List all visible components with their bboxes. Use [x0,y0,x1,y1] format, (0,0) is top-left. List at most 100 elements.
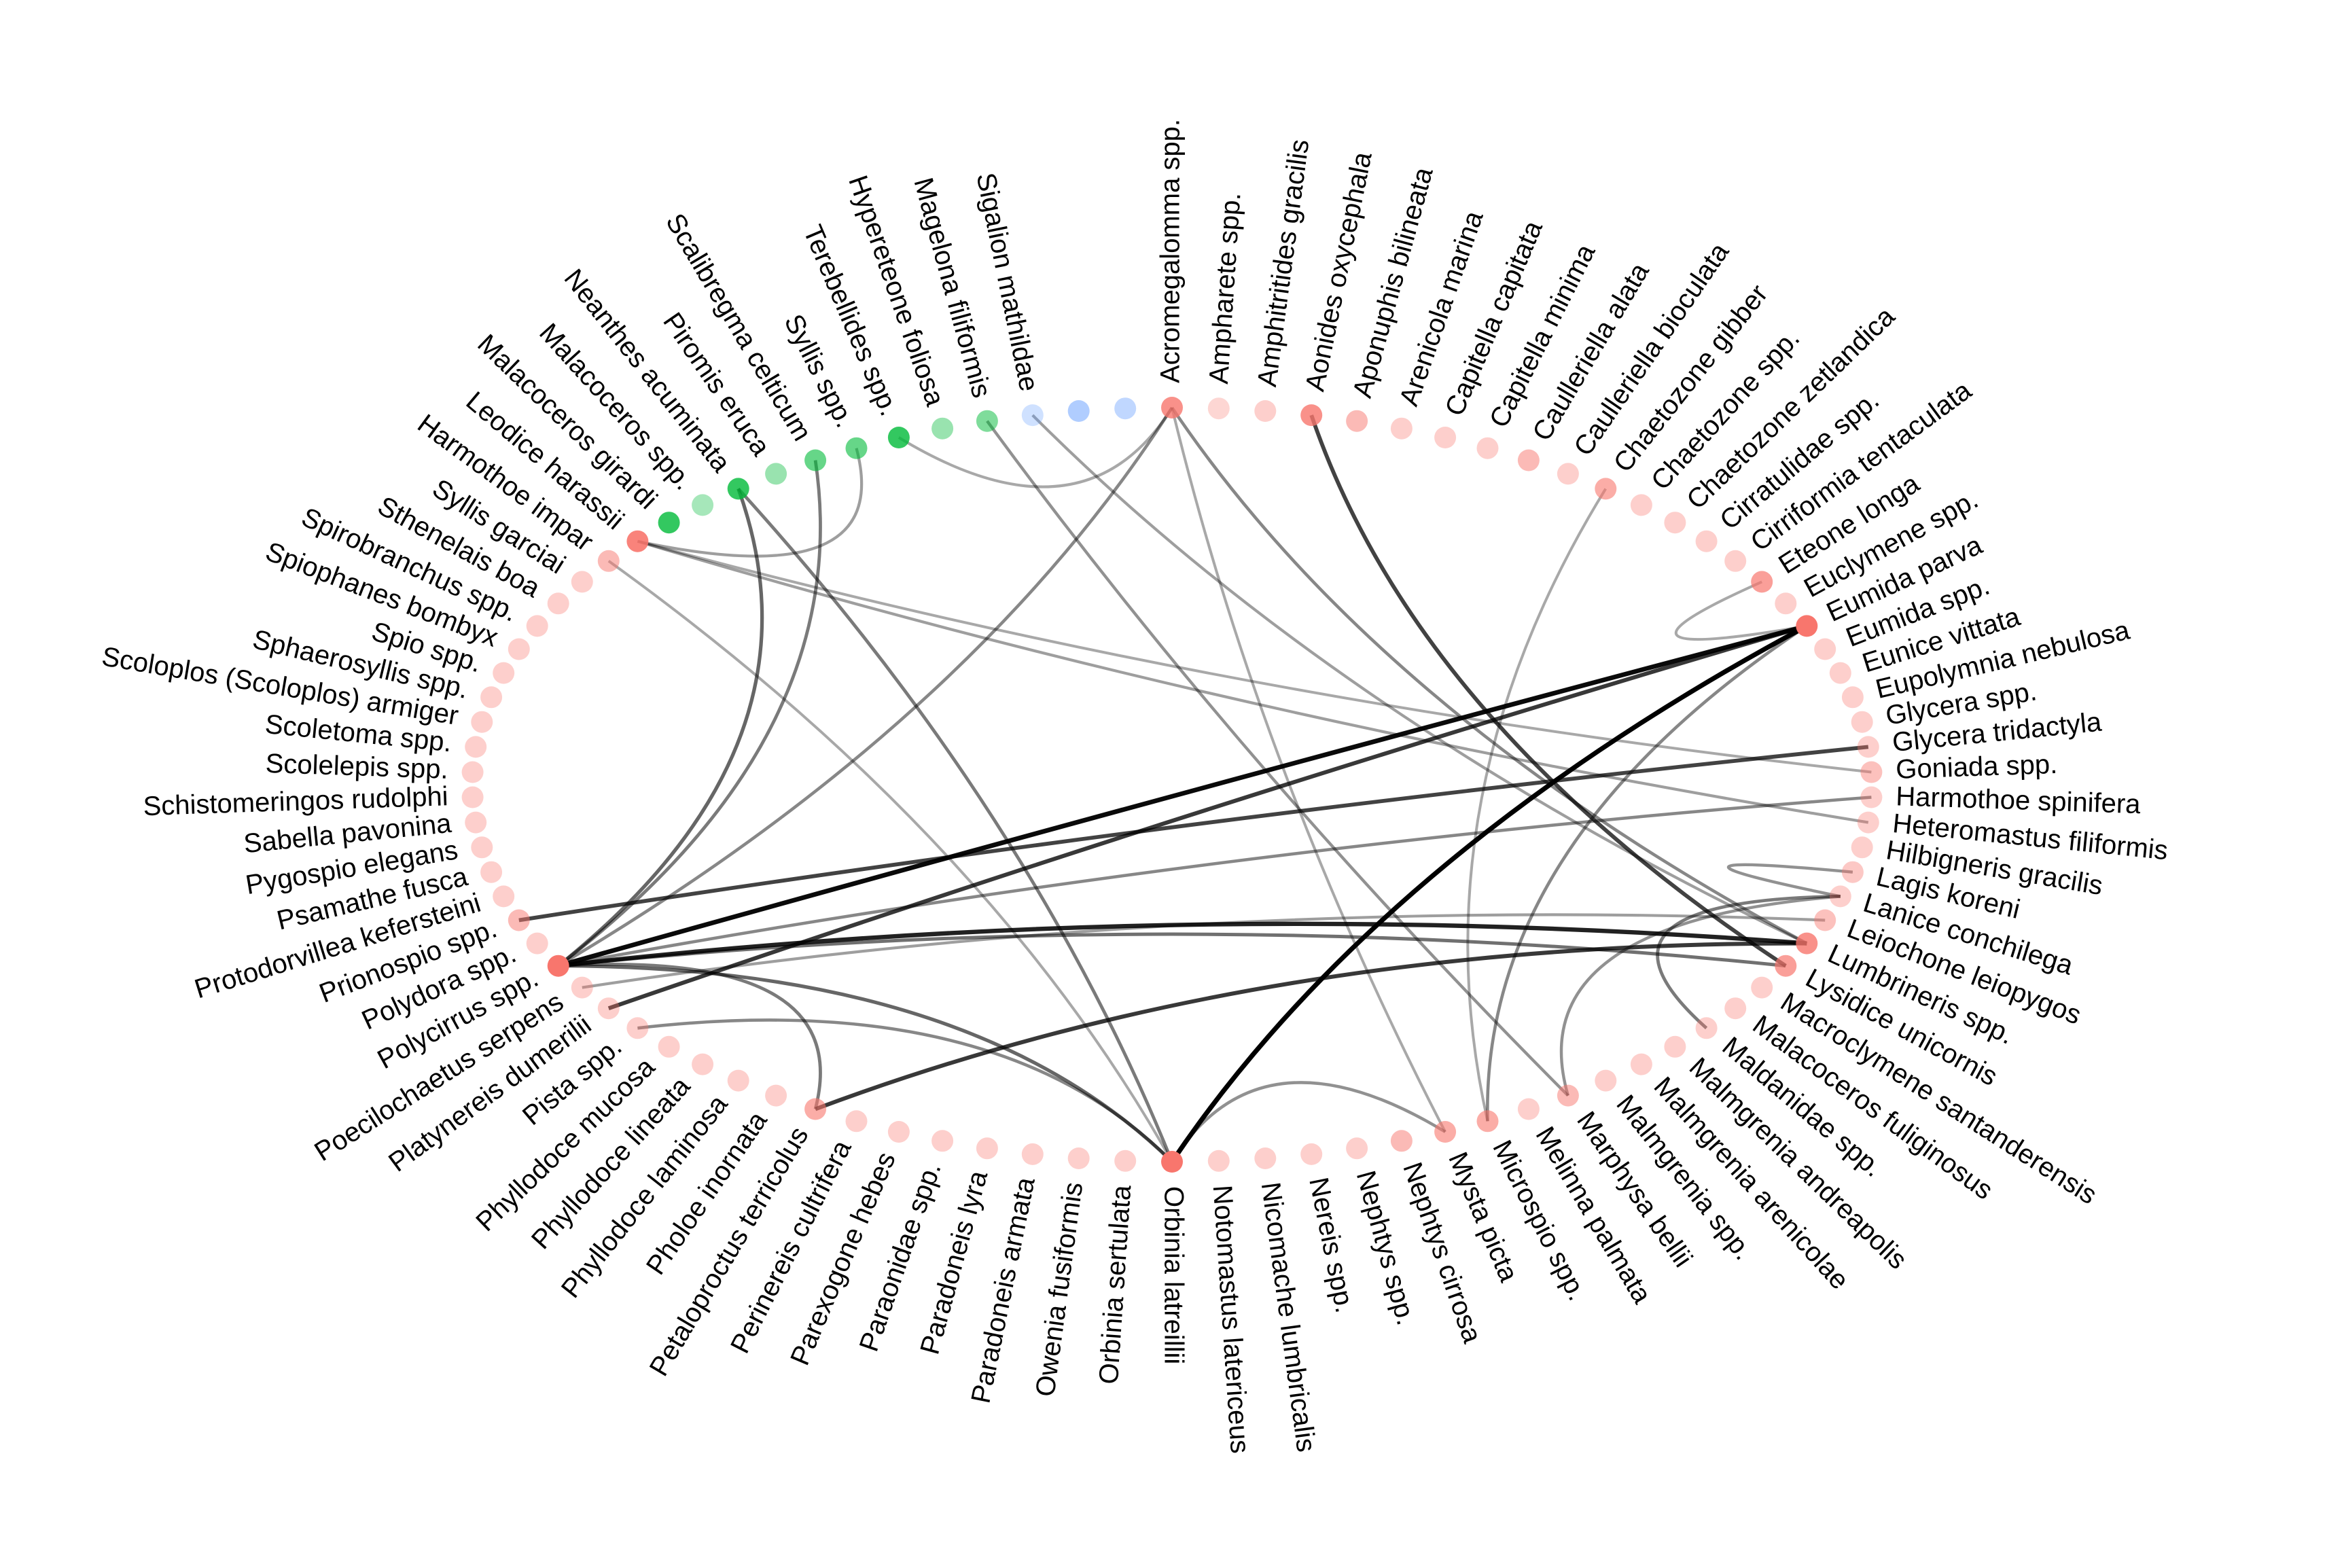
edge-lanice-conchilega-to-maldanidae-spp [1656,895,1841,1030]
node-parexogone-hebes [887,1121,910,1143]
node-nephtys-cirrosa [1390,1130,1413,1152]
edge-orbinia-latreillii-to-mysta-picta [1171,1081,1446,1163]
node-pholoe-inornata [765,1084,787,1107]
node-magelona-filiformis [976,410,998,432]
node-nereis-spp [1300,1143,1323,1165]
node-goniada-spp [1860,761,1883,783]
node-glycera-tridactyla [1857,736,1879,758]
node-lagis-koreni [1841,861,1864,883]
node-eupolymnia-nebulosa [1841,686,1864,709]
edge-sigalion-mathildae-to-lumbrineris-spp [1031,414,1808,945]
node-scoloplos-scoloplos-armiger [471,711,493,733]
node-leodice-harassii [626,530,649,552]
node-owenia-fusiformis [1067,1147,1090,1169]
node-sigalion-mathildae [1021,404,1044,427]
node-hypereteone-foliosa [931,417,954,440]
node-glycera-spp [1851,711,1873,733]
node-caulleriella-alata [1517,449,1540,471]
edge-eumida-parva-to-microspio-spp [1486,624,1808,1122]
node-unlabeled-92 [1067,400,1090,422]
node-malmgrenia-andreapolis [1664,1035,1686,1058]
edge-petaloproctus-terricolus-to-polycirrus-spp [558,962,822,1110]
node-eteone-longa [1751,571,1773,593]
node-label-goniada-spp: Goniada spp. [1896,749,2058,785]
edge-polycirrus-spp-to-harmothoe-spinifera [558,796,1872,967]
node-aonides-oxycephala [1300,404,1323,427]
node-paraonidae-spp [931,1130,954,1152]
node-poecilochaetus-serpens [571,976,593,999]
node-platynereis-dumerilii [597,997,620,1020]
node-label-amphitritides-gracilis: Amphitritides gracilis [1252,138,1315,389]
edge-aonides-oxycephala-to-lysidice-unicornis [1309,414,1787,968]
node-harmothoe-impar [597,550,620,572]
edge-lumbrineris-spp-to-polycirrus-spp [558,921,1807,968]
node-malmgrenia-spp [1595,1069,1617,1092]
edge-acromegalomma-spp-to-mysta-picta [1171,407,1446,1133]
edge-orbinia-latreillii-to-pista-spp [637,1018,1173,1163]
node-label-notomastus-latericeus: Notomastus latericeus [1207,1184,1255,1455]
node-polydora-spp [526,932,548,955]
node-amphitritides-gracilis [1254,400,1277,422]
node-schistomeringos-rudolphi [461,786,484,808]
node-syllis-spp [845,437,868,459]
node-scoletoma-spp [465,736,487,758]
node-label-acromegalomma-spp: Acromegalomma spp. [1156,119,1186,383]
node-pygospio-elegans [471,836,493,859]
node-lysidice-unicornis [1775,955,1797,977]
node-perinereis-cultrifera [845,1110,868,1133]
node-nicomache-lumbricalis [1254,1147,1277,1169]
node-label-nereis-spp: Nereis spp. [1303,1175,1360,1315]
node-sphaerosyllis-spp [480,686,503,709]
node-malacoceros-girardi [658,512,680,534]
edge-acromegalomma-spp-to-lumbrineris-spp [1171,406,1808,945]
node-paradoneis-lyra [976,1137,998,1160]
node-prionospio-spp [508,909,530,931]
node-caulleriella-bioculata [1557,463,1579,485]
edge-lysidice-unicornis-to-polycirrus-spp [558,932,1786,968]
node-label-orbinia-sertulata: Orbinia sertulata [1094,1183,1137,1385]
label-layer: Acromegalomma spp. Ampharete spp. Amphitri… [100,119,2169,1455]
node-euclymene-spp [1775,592,1797,615]
node-piromis-eruca [765,463,787,485]
node-orbinia-sertulata [1114,1150,1137,1172]
node-label-ampharete-spp: Ampharete spp. [1204,192,1247,385]
node-paradoneis-armata [1021,1143,1044,1165]
node-lumbrineris-spp [1796,932,1818,955]
node-malmgrenia-arenicolae [1630,1053,1652,1075]
node-arenicola-marina [1390,417,1413,440]
node-sabella-pavonina [465,811,487,834]
edge-leodice-harassii-to-goniada-spp [637,539,1872,774]
node-terebellides-spp [887,427,910,448]
node-eumida-parva [1796,615,1818,637]
edge-lagis-koreni-to-lanice-conchilega [1726,863,1853,898]
node-protodorvillea-kefersteini [493,885,515,908]
node-maldanidae-spp [1695,1017,1718,1039]
node-petaloproctus-terricolus [804,1098,827,1120]
node-capitella-capitata [1434,427,1457,448]
edge-neanthes-acuminata-to-polycirrus-spp [557,488,764,967]
node-layer [461,397,1883,1173]
node-eunice-vittata [1829,662,1851,684]
edge-terebellides-spp-to-acromegalomma-spp [898,406,1173,488]
node-orbinia-latreillii [1161,1151,1183,1173]
node-phyllodoce-mucosa [658,1035,680,1058]
node-spirobranchus-spp [526,615,548,637]
node-sthenelais-boa [547,592,569,615]
node-phyllodoce-laminosa [727,1069,749,1092]
edge-lanice-conchilega-to-marphysa-bellii [1559,895,1841,1097]
node-harmothoe-spinifera [1860,786,1883,808]
node-label-scolelepis-spp: Scolelepis spp. [265,749,448,785]
node-label-orbinia-latreillii: Orbinia latreillii [1158,1186,1188,1364]
node-malacoceros-spp [692,494,714,516]
node-label-owenia-fusiformis: Owenia fusiformis [1030,1180,1088,1398]
edge-chaetozone-gibber-to-microspio-spp [1466,488,1608,1122]
node-chaetozone-gibber [1595,478,1617,500]
edge-orbinia-latreillii-to-polycirrus-spp [558,964,1173,1163]
node-ampharete-spp [1207,397,1230,420]
node-chaetozone-spp [1630,494,1652,516]
edge-harmothoe-impar-to-orbinia-latreillii [607,560,1173,1162]
node-notomastus-latericeus [1207,1150,1230,1172]
node-cirratulidae-spp [1695,530,1718,552]
node-pista-spp [626,1017,649,1039]
edge-acromegalomma-spp-to-polycirrus-spp [557,406,1173,967]
